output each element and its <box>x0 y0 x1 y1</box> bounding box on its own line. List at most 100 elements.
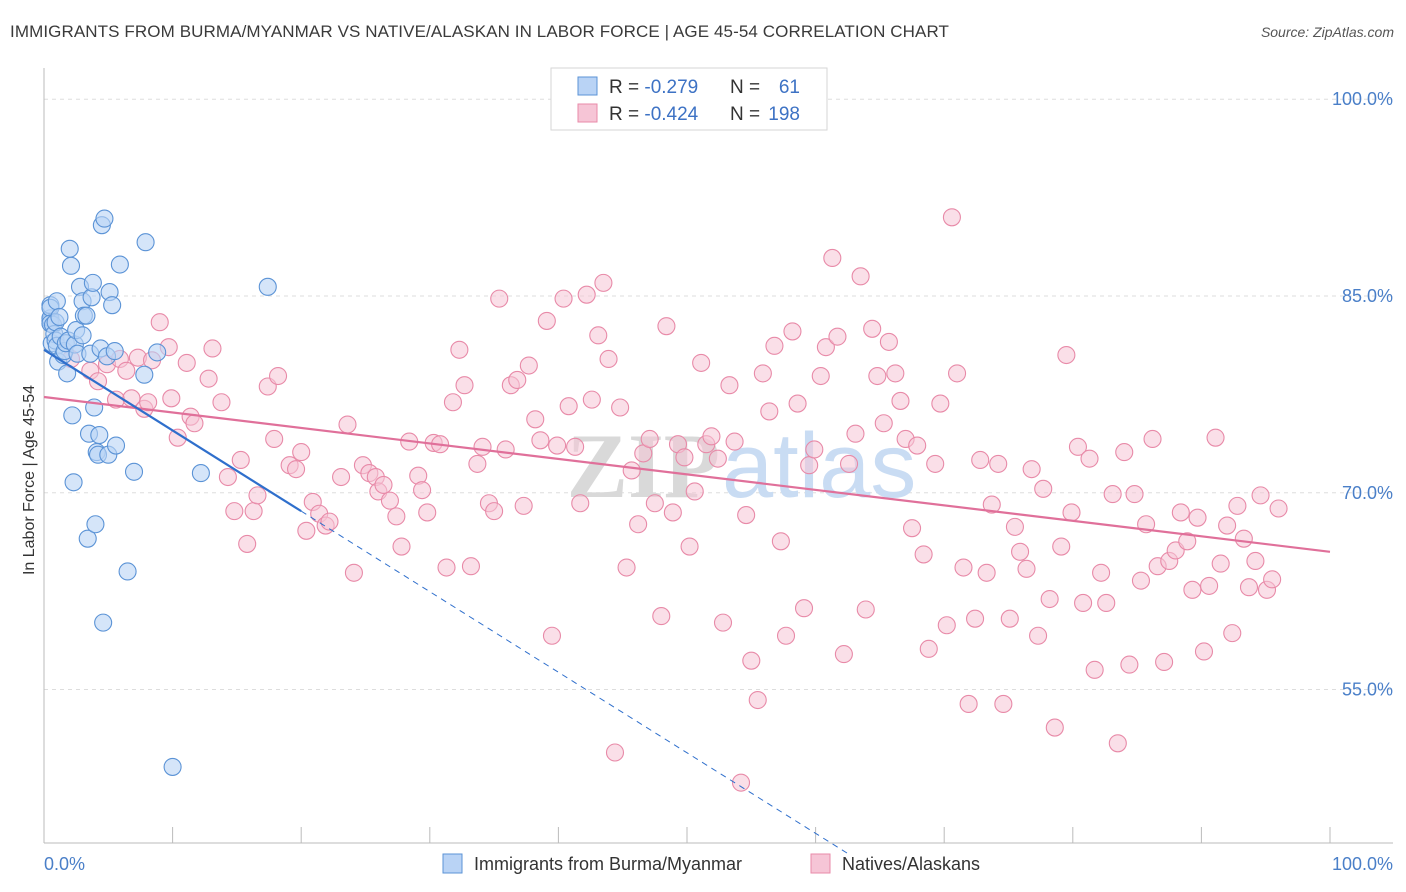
data-point-natives <box>297 521 316 540</box>
data-point-natives <box>886 364 905 383</box>
data-point-natives <box>508 370 527 390</box>
data-point-natives <box>1108 734 1127 753</box>
data-point-natives <box>1040 589 1059 609</box>
data-point-natives <box>599 349 618 369</box>
legend-n-label-2: N = <box>730 104 760 125</box>
data-point-natives <box>526 410 545 429</box>
data-point-burma <box>50 307 69 327</box>
data-point-natives <box>926 454 945 473</box>
data-point-natives <box>937 616 956 635</box>
data-point-natives <box>902 519 922 538</box>
data-point-natives <box>238 534 257 553</box>
data-point-natives <box>168 428 187 447</box>
data-point-natives <box>1155 652 1174 672</box>
data-point-natives <box>1062 503 1081 522</box>
data-point-natives <box>1125 485 1144 504</box>
data-point-natives <box>231 450 250 470</box>
data-point-natives <box>1188 508 1207 527</box>
bottom-legend-label-blue: Immigrants from Burma/Myanmar <box>474 854 742 874</box>
data-point-burma <box>47 292 66 311</box>
data-point-natives <box>380 491 399 510</box>
data-point-natives <box>914 545 933 564</box>
data-point-natives <box>1080 449 1099 468</box>
data-point-natives <box>566 437 585 456</box>
data-point-natives <box>617 558 636 577</box>
data-point-natives <box>816 338 835 357</box>
legend-r-label-2: R = <box>609 104 644 125</box>
data-point-natives <box>611 398 630 417</box>
data-point-natives <box>776 626 796 645</box>
data-point-natives <box>1097 593 1116 612</box>
trend-lines <box>43 348 1331 854</box>
svg-text:R = -0.279: R = -0.279 <box>609 77 698 98</box>
data-point-natives <box>959 694 978 714</box>
legend-n-label-1: N = <box>730 77 760 98</box>
data-point-burma <box>103 296 122 315</box>
data-point-natives <box>1103 485 1122 504</box>
data-point-natives <box>1211 554 1230 573</box>
x-tick-labels: 0.0% 100.0% <box>44 854 1393 874</box>
data-point-natives <box>856 600 875 619</box>
data-point-natives <box>1115 443 1134 462</box>
data-point-burma <box>135 365 154 384</box>
data-point-natives <box>1143 429 1162 449</box>
y-tick-label: 70.0% <box>1342 483 1393 503</box>
data-point-burma <box>106 436 126 455</box>
data-point-natives <box>473 437 492 456</box>
data-point-natives <box>338 415 357 434</box>
data-point-burma <box>136 233 155 252</box>
data-point-natives <box>542 626 562 645</box>
legend-box: R = -0.279 N = 61 R = -0.424 N = 198 <box>550 67 828 131</box>
legend-r-value-1: -0.279 <box>644 77 698 98</box>
data-point-natives <box>605 743 625 762</box>
data-point-natives <box>594 273 613 292</box>
data-point-natives <box>185 414 204 433</box>
legend-swatch-pink <box>577 103 598 123</box>
source-label: Source: ZipAtlas.com <box>1260 24 1394 40</box>
trend-line-natives <box>43 395 1331 553</box>
y-tick-label: 55.0% <box>1342 680 1393 700</box>
gridlines <box>44 98 1393 691</box>
data-point-natives <box>645 494 664 513</box>
data-point-natives <box>640 429 659 449</box>
data-point-natives <box>589 326 608 345</box>
data-point-natives <box>675 448 694 467</box>
data-point-natives <box>218 467 237 487</box>
data-point-burma <box>90 425 109 445</box>
data-point-natives <box>720 376 739 395</box>
data-point-natives <box>948 364 967 383</box>
data-point-natives <box>1000 609 1019 628</box>
data-point-natives <box>1194 642 1214 661</box>
data-point-burma <box>118 562 137 581</box>
data-point-natives <box>834 645 853 664</box>
data-point-natives <box>139 393 158 412</box>
data-point-natives <box>468 454 487 473</box>
data-point-natives <box>805 440 824 459</box>
bottom-legend: Immigrants from Burma/Myanmar Natives/Al… <box>442 853 980 874</box>
data-point-burma <box>191 464 210 483</box>
data-point-natives <box>450 340 469 359</box>
data-point-natives <box>117 361 136 380</box>
data-point-natives <box>685 482 704 501</box>
data-point-natives <box>954 558 973 577</box>
data-point-natives <box>737 506 756 525</box>
data-point-natives <box>891 391 910 410</box>
data-point-natives <box>828 327 847 346</box>
data-point-natives <box>1251 486 1270 505</box>
data-point-natives <box>1269 499 1288 518</box>
data-point-natives <box>203 339 222 358</box>
data-point-natives <box>1183 580 1202 599</box>
data-point-burma <box>78 529 97 548</box>
data-point-natives <box>443 393 462 412</box>
data-point-natives <box>548 436 567 455</box>
data-point-natives <box>1068 437 1087 456</box>
data-point-natives <box>1131 571 1151 590</box>
data-point-natives <box>794 599 814 618</box>
data-point-burma <box>64 473 83 492</box>
data-point-burma <box>83 273 102 292</box>
data-point-natives <box>1178 532 1197 551</box>
x-tick-label: 0.0% <box>44 854 85 874</box>
data-point-natives <box>868 366 887 386</box>
data-point-natives <box>783 322 802 341</box>
data-point-natives <box>846 424 865 443</box>
